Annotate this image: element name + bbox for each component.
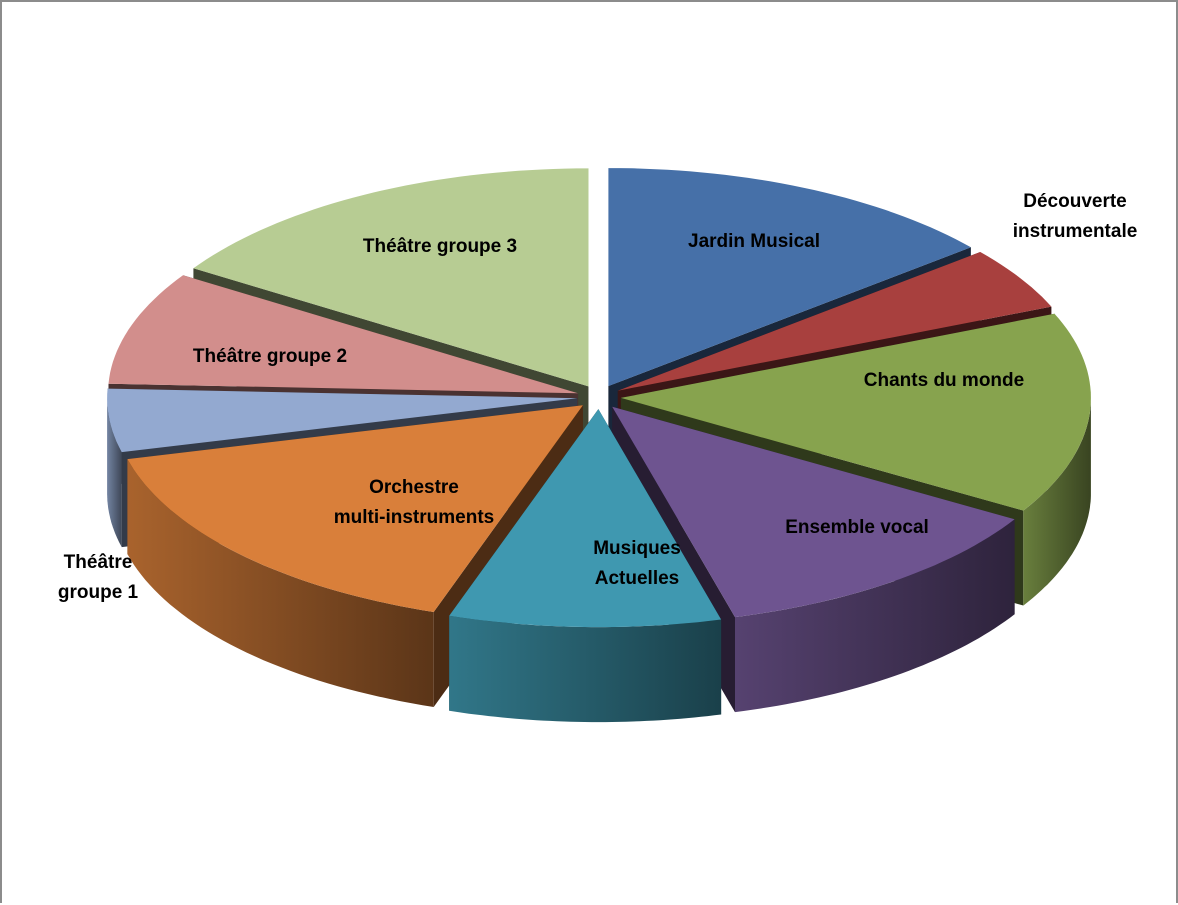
slice-label-line: groupe 1 xyxy=(58,582,139,603)
slice-side xyxy=(1023,397,1091,606)
slice-side xyxy=(735,519,1015,713)
slice-label: Orchestre multi-instruments xyxy=(334,477,494,528)
pie-slice xyxy=(193,168,589,387)
slice-label-line: Théâtre xyxy=(64,552,133,573)
pie-slice xyxy=(449,409,722,628)
pie-slice xyxy=(617,252,1052,391)
slice-label: Jardin Musical xyxy=(688,231,820,252)
pie-slice xyxy=(108,275,578,394)
pie-slice xyxy=(107,388,578,453)
slice-label: Découverte instrumentale xyxy=(1013,191,1138,242)
slice-label: Théâtre groupe 2 xyxy=(193,346,347,367)
pie-labels: Jardin Musical Découverte instrumentale Cha… xyxy=(58,191,1137,603)
slice-label-line: Actuelles xyxy=(595,568,679,589)
slice-label: Théâtre groupe 3 xyxy=(363,236,517,257)
slice-label-line: Découverte xyxy=(1023,191,1127,212)
slice-label-line: Ensemble vocal xyxy=(785,517,929,538)
slice-label-line: instrumentale xyxy=(1013,221,1138,242)
slice-side xyxy=(449,615,722,723)
pie-slice xyxy=(127,405,583,612)
pie-slice xyxy=(612,406,1015,618)
slice-label-line: Musiques xyxy=(593,538,681,559)
slice-label-line: Théâtre groupe 3 xyxy=(363,236,517,257)
pie-tops xyxy=(107,168,1091,628)
pie-slice xyxy=(608,168,971,387)
slice-label: Ensemble vocal xyxy=(785,517,929,538)
pie-slice xyxy=(620,313,1091,511)
slice-label: Chants du monde xyxy=(864,370,1024,391)
slice-side xyxy=(107,398,122,548)
slice-label-line: Théâtre groupe 2 xyxy=(193,346,347,367)
slice-label-line: Orchestre xyxy=(369,477,459,498)
slice-label-line: Chants du monde xyxy=(864,370,1024,391)
slice-label: Théâtre groupe 1 xyxy=(58,552,139,603)
slice-label: Musiques Actuelles xyxy=(593,538,681,589)
slice-side xyxy=(127,459,434,707)
slice-label-line: multi-instruments xyxy=(334,507,494,528)
slice-label-line: Jardin Musical xyxy=(688,231,820,252)
